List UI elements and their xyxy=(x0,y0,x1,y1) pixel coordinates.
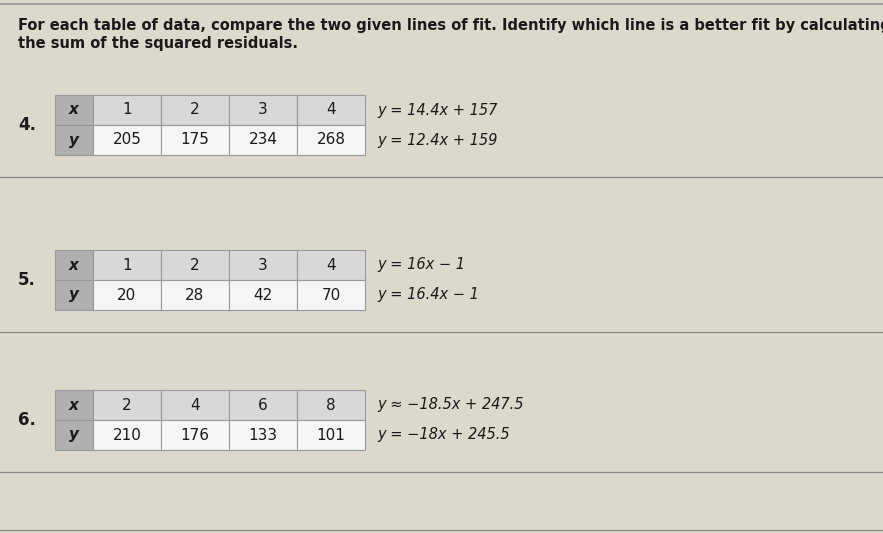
Bar xyxy=(297,95,365,125)
Text: 5.: 5. xyxy=(18,271,36,289)
Bar xyxy=(229,125,297,155)
Text: y ≈ −18.5x + 247.5: y ≈ −18.5x + 247.5 xyxy=(377,398,524,413)
Text: 4: 4 xyxy=(326,257,336,272)
Text: y: y xyxy=(69,287,79,303)
Bar xyxy=(229,95,297,125)
Text: 4: 4 xyxy=(190,398,200,413)
Bar xyxy=(93,95,161,125)
Text: y: y xyxy=(69,427,79,442)
Bar xyxy=(161,390,229,420)
Bar xyxy=(161,280,229,310)
Text: y = 16.4x − 1: y = 16.4x − 1 xyxy=(377,287,479,303)
Text: 1: 1 xyxy=(122,102,132,117)
Text: 20: 20 xyxy=(117,287,137,303)
Bar xyxy=(55,390,93,420)
Bar xyxy=(55,420,93,450)
Bar xyxy=(93,280,161,310)
Bar xyxy=(229,420,297,450)
Text: 3: 3 xyxy=(258,102,268,117)
Text: 133: 133 xyxy=(248,427,277,442)
Bar xyxy=(55,125,93,155)
Text: x: x xyxy=(69,398,79,413)
Text: 6.: 6. xyxy=(18,411,36,429)
Bar xyxy=(161,125,229,155)
Bar xyxy=(297,420,365,450)
Bar xyxy=(55,280,93,310)
Text: y: y xyxy=(69,133,79,148)
Text: 210: 210 xyxy=(112,427,141,442)
Text: 28: 28 xyxy=(185,287,205,303)
Bar xyxy=(229,390,297,420)
Text: 1: 1 xyxy=(122,257,132,272)
Text: 101: 101 xyxy=(317,427,345,442)
Text: 70: 70 xyxy=(321,287,341,303)
Text: 205: 205 xyxy=(112,133,141,148)
Text: For each table of data, compare the two given lines of fit. Identify which line : For each table of data, compare the two … xyxy=(18,18,883,33)
Text: 2: 2 xyxy=(122,398,132,413)
Bar xyxy=(161,420,229,450)
Bar xyxy=(161,95,229,125)
Text: the sum of the squared residuals.: the sum of the squared residuals. xyxy=(18,36,298,51)
Text: 268: 268 xyxy=(316,133,345,148)
Text: 42: 42 xyxy=(253,287,273,303)
Bar xyxy=(297,250,365,280)
Text: y = 12.4x + 159: y = 12.4x + 159 xyxy=(377,133,497,148)
Text: 2: 2 xyxy=(190,102,200,117)
Text: 3: 3 xyxy=(258,257,268,272)
Bar xyxy=(93,125,161,155)
Bar xyxy=(229,280,297,310)
Bar xyxy=(229,250,297,280)
Bar xyxy=(93,420,161,450)
Text: y = 16x − 1: y = 16x − 1 xyxy=(377,257,465,272)
Bar xyxy=(297,390,365,420)
Text: y = 14.4x + 157: y = 14.4x + 157 xyxy=(377,102,497,117)
Bar xyxy=(161,250,229,280)
Bar xyxy=(55,95,93,125)
Text: 4: 4 xyxy=(326,102,336,117)
Text: 175: 175 xyxy=(180,133,209,148)
Text: 176: 176 xyxy=(180,427,209,442)
Text: 6: 6 xyxy=(258,398,268,413)
Text: x: x xyxy=(69,102,79,117)
Text: 8: 8 xyxy=(326,398,336,413)
Bar xyxy=(297,280,365,310)
Bar xyxy=(297,125,365,155)
Text: y = −18x + 245.5: y = −18x + 245.5 xyxy=(377,427,509,442)
Bar xyxy=(93,390,161,420)
Bar xyxy=(55,250,93,280)
Bar xyxy=(93,250,161,280)
Text: 234: 234 xyxy=(248,133,277,148)
Text: 2: 2 xyxy=(190,257,200,272)
Text: x: x xyxy=(69,257,79,272)
Text: 4.: 4. xyxy=(18,116,36,134)
